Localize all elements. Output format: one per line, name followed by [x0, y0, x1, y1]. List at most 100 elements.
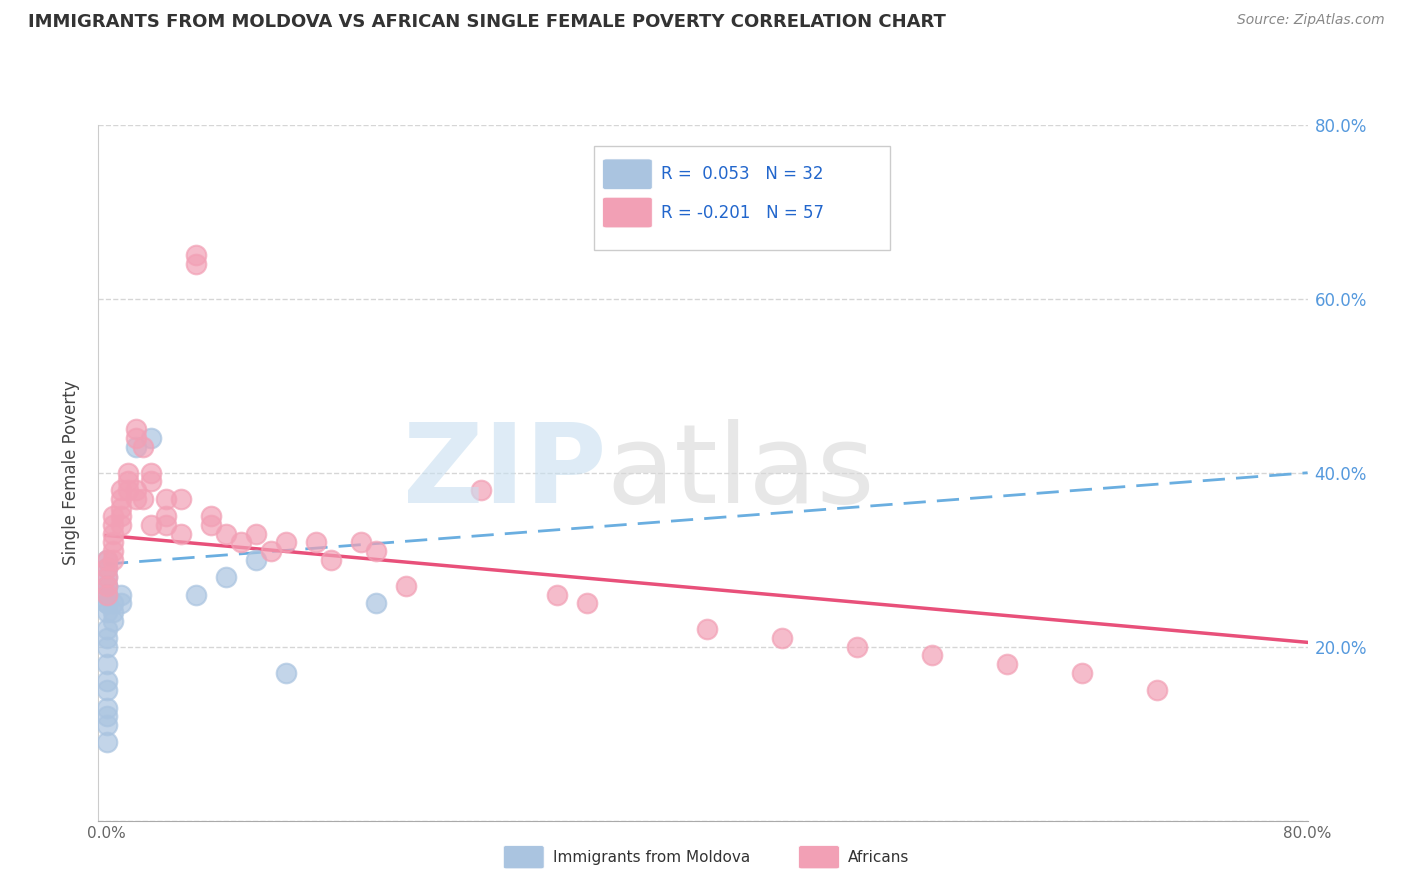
- Point: [96, 570, 118, 584]
- Point: [139, 517, 162, 532]
- Point: [110, 596, 132, 610]
- Point: [96, 587, 118, 601]
- Point: [103, 544, 125, 558]
- Point: [366, 596, 388, 610]
- Point: [125, 431, 148, 445]
- Point: [103, 526, 125, 541]
- Point: [96, 552, 118, 567]
- Point: [1146, 683, 1168, 698]
- Point: [110, 587, 132, 601]
- Point: [125, 440, 148, 454]
- Point: [110, 483, 132, 497]
- Point: [125, 483, 148, 497]
- Point: [110, 517, 132, 532]
- Point: [96, 640, 118, 654]
- Point: [276, 535, 298, 549]
- Point: [96, 683, 118, 698]
- Point: [139, 431, 162, 445]
- Text: IMMIGRANTS FROM MOLDOVA VS AFRICAN SINGLE FEMALE POVERTY CORRELATION CHART: IMMIGRANTS FROM MOLDOVA VS AFRICAN SINGL…: [28, 13, 946, 31]
- Point: [215, 526, 238, 541]
- Text: R = -0.201   N = 57: R = -0.201 N = 57: [661, 203, 824, 221]
- Point: [96, 561, 118, 575]
- Point: [696, 623, 718, 637]
- Point: [350, 535, 373, 549]
- Point: [366, 544, 388, 558]
- Point: [184, 257, 207, 271]
- FancyBboxPatch shape: [595, 145, 890, 250]
- FancyBboxPatch shape: [603, 197, 652, 227]
- Point: [846, 640, 869, 654]
- Point: [1071, 665, 1094, 680]
- Point: [155, 517, 177, 532]
- Point: [96, 605, 118, 619]
- Point: [139, 475, 162, 489]
- FancyBboxPatch shape: [603, 159, 652, 190]
- Point: [184, 248, 207, 262]
- Point: [215, 570, 238, 584]
- Point: [170, 526, 193, 541]
- Point: [96, 674, 118, 689]
- Text: Africans: Africans: [848, 850, 910, 864]
- Point: [321, 552, 343, 567]
- Point: [96, 561, 118, 575]
- Point: [125, 491, 148, 506]
- Point: [245, 526, 267, 541]
- Point: [110, 500, 132, 515]
- Point: [184, 587, 207, 601]
- Point: [395, 579, 418, 593]
- Point: [770, 631, 793, 645]
- Point: [155, 491, 177, 506]
- Point: [470, 483, 492, 497]
- Point: [103, 517, 125, 532]
- Point: [575, 596, 598, 610]
- Point: [110, 491, 132, 506]
- Point: [96, 587, 118, 601]
- Point: [96, 587, 118, 601]
- Point: [305, 535, 328, 549]
- Point: [103, 596, 125, 610]
- Point: [132, 491, 155, 506]
- Point: [103, 605, 125, 619]
- Point: [245, 552, 267, 567]
- Text: Source: ZipAtlas.com: Source: ZipAtlas.com: [1237, 13, 1385, 28]
- Point: [200, 509, 222, 524]
- Point: [96, 552, 118, 567]
- Point: [139, 466, 162, 480]
- Point: [103, 509, 125, 524]
- Point: [96, 657, 118, 671]
- Point: [995, 657, 1018, 671]
- Point: [103, 552, 125, 567]
- Point: [229, 535, 252, 549]
- Point: [200, 517, 222, 532]
- Text: atlas: atlas: [606, 419, 875, 526]
- Point: [103, 614, 125, 628]
- Point: [125, 422, 148, 436]
- Point: [96, 570, 118, 584]
- Point: [96, 623, 118, 637]
- Point: [96, 579, 118, 593]
- Point: [170, 491, 193, 506]
- Point: [155, 509, 177, 524]
- Point: [96, 700, 118, 714]
- Point: [117, 466, 139, 480]
- Point: [96, 735, 118, 749]
- Point: [96, 631, 118, 645]
- Text: R =  0.053   N = 32: R = 0.053 N = 32: [661, 165, 823, 183]
- Point: [96, 596, 118, 610]
- Point: [117, 483, 139, 497]
- Point: [260, 544, 283, 558]
- Point: [921, 648, 943, 663]
- Point: [276, 665, 298, 680]
- Point: [96, 709, 118, 723]
- Point: [103, 535, 125, 549]
- Point: [546, 587, 568, 601]
- Point: [117, 475, 139, 489]
- Point: [110, 509, 132, 524]
- Point: [96, 718, 118, 732]
- Text: ZIP: ZIP: [404, 419, 606, 526]
- Point: [96, 579, 118, 593]
- Y-axis label: Single Female Poverty: Single Female Poverty: [62, 381, 80, 565]
- Point: [96, 596, 118, 610]
- Point: [132, 440, 155, 454]
- Text: Immigrants from Moldova: Immigrants from Moldova: [553, 850, 749, 864]
